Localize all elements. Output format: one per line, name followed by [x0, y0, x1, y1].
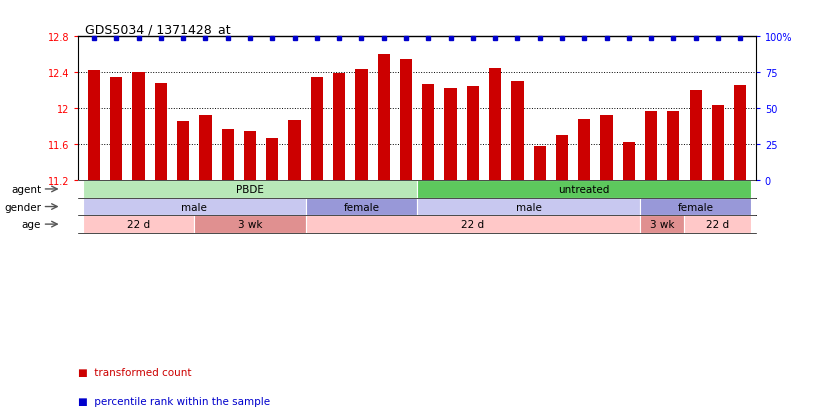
Bar — [110, 78, 122, 181]
Text: 22 d: 22 d — [706, 220, 729, 230]
Text: 22 d: 22 d — [461, 220, 484, 230]
Bar — [311, 78, 323, 181]
Bar — [194, 216, 306, 233]
Bar — [578, 120, 591, 181]
Text: PBDE: PBDE — [236, 185, 264, 195]
Bar — [667, 112, 680, 181]
Bar — [623, 143, 635, 181]
Bar — [288, 121, 301, 181]
Bar — [132, 73, 145, 181]
Text: female: female — [677, 202, 714, 212]
Bar — [88, 71, 100, 181]
Text: age: age — [21, 220, 41, 230]
Bar — [417, 198, 640, 216]
Text: 3 wk: 3 wk — [238, 220, 263, 230]
Bar — [333, 74, 345, 181]
Bar — [377, 55, 390, 181]
Bar — [417, 181, 752, 198]
Bar — [221, 130, 234, 181]
Bar — [400, 59, 412, 181]
Text: 3 wk: 3 wk — [650, 220, 675, 230]
Bar — [640, 198, 752, 216]
Bar — [511, 82, 524, 181]
Text: GDS5034 / 1371428_at: GDS5034 / 1371428_at — [85, 23, 231, 36]
Bar — [601, 115, 613, 181]
Text: male: male — [182, 202, 207, 212]
Bar — [83, 181, 417, 198]
Text: gender: gender — [4, 202, 41, 212]
Bar — [734, 85, 747, 181]
Text: agent: agent — [11, 185, 41, 195]
Bar — [690, 91, 702, 181]
Text: untreated: untreated — [558, 185, 610, 195]
Bar — [83, 216, 194, 233]
Bar — [467, 86, 479, 181]
Bar — [355, 69, 368, 181]
Bar — [83, 198, 306, 216]
Bar — [685, 216, 752, 233]
Text: male: male — [515, 202, 542, 212]
Bar — [244, 131, 256, 181]
Bar — [177, 121, 189, 181]
Bar — [306, 198, 417, 216]
Bar — [199, 116, 211, 181]
Bar — [306, 216, 640, 233]
Bar — [640, 216, 685, 233]
Bar — [645, 112, 657, 181]
Bar — [489, 69, 501, 181]
Text: ■  percentile rank within the sample: ■ percentile rank within the sample — [78, 396, 271, 406]
Bar — [154, 84, 167, 181]
Text: ■  transformed count: ■ transformed count — [78, 367, 192, 377]
Bar — [534, 147, 546, 181]
Bar — [556, 136, 568, 181]
Text: 22 d: 22 d — [127, 220, 150, 230]
Text: female: female — [344, 202, 379, 212]
Bar — [266, 138, 278, 181]
Bar — [422, 85, 434, 181]
Bar — [444, 89, 457, 181]
Bar — [712, 105, 724, 181]
